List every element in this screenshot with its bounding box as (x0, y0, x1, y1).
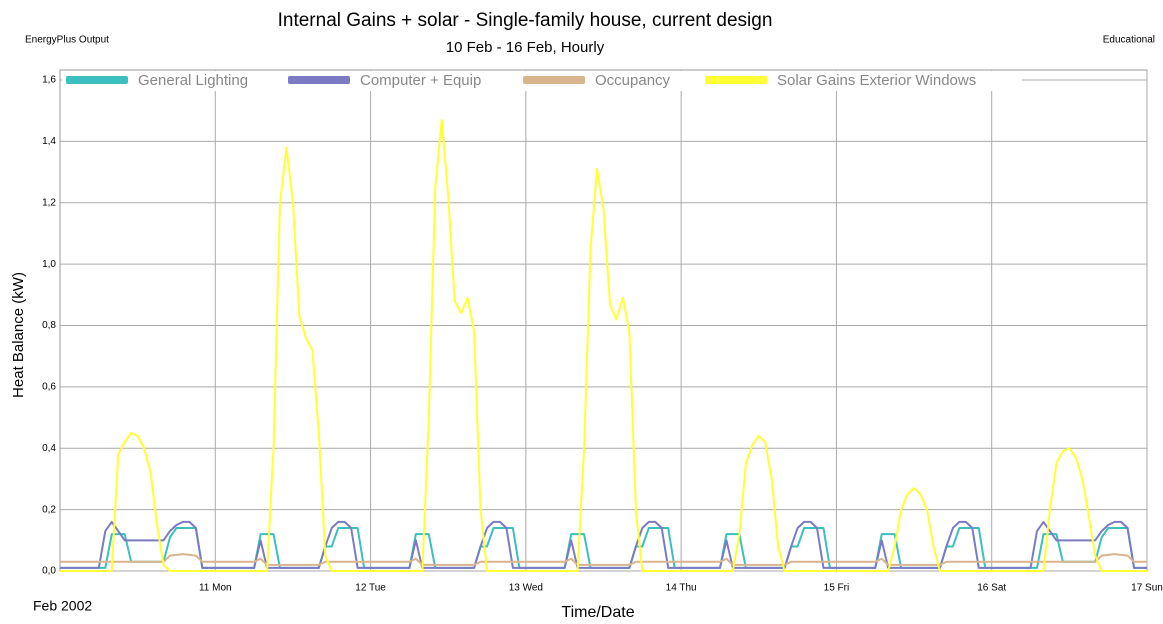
source-note: EnergyPlus Output (25, 35, 109, 46)
x-tick-label: 17 Sun (1131, 583, 1163, 594)
y-tick-label: 0,4 (42, 443, 56, 454)
x-axis-label: Time/Date (561, 604, 634, 621)
x-start-label: Feb 2002 (33, 598, 92, 614)
legend-swatch (705, 76, 767, 84)
x-tick-label: 11 Mon (199, 583, 232, 594)
x-tick-label: 12 Tue (355, 583, 386, 594)
y-tick-label: 1,0 (42, 259, 56, 270)
legend-label: Computer + Equip (360, 72, 481, 89)
chart-title: Internal Gains + solar - Single-family h… (278, 10, 773, 31)
y-tick-label: 0,0 (42, 566, 56, 577)
legend-swatch (66, 76, 128, 84)
y-tick-label: 1,6 (42, 75, 56, 86)
chart-subtitle: 10 Feb - 16 Feb, Hourly (446, 39, 605, 56)
x-tick-label: 16 Sat (977, 583, 1006, 594)
y-tick-label: 0,6 (42, 382, 56, 393)
legend-label: Solar Gains Exterior Windows (777, 72, 976, 89)
x-tick-label: 15 Fri (824, 583, 850, 594)
x-tick-label: 13 Wed (509, 583, 543, 594)
plot-area (59, 69, 1148, 572)
legend-label: Occupancy (595, 72, 671, 89)
y-tick-label: 1,4 (42, 136, 56, 147)
legend-label: General Lighting (138, 72, 248, 89)
series-line (60, 118, 1147, 572)
y-tick-label: 0,8 (42, 320, 56, 331)
x-tick-label: 14 Thu (666, 583, 697, 594)
legend-swatch (288, 76, 350, 84)
corner-note: Educational (1103, 35, 1155, 46)
legend-swatch (523, 76, 585, 84)
y-axis-label: Heat Balance (kW) (10, 272, 27, 398)
y-tick-label: 0,2 (42, 504, 56, 515)
y-tick-label: 1,2 (42, 197, 56, 208)
